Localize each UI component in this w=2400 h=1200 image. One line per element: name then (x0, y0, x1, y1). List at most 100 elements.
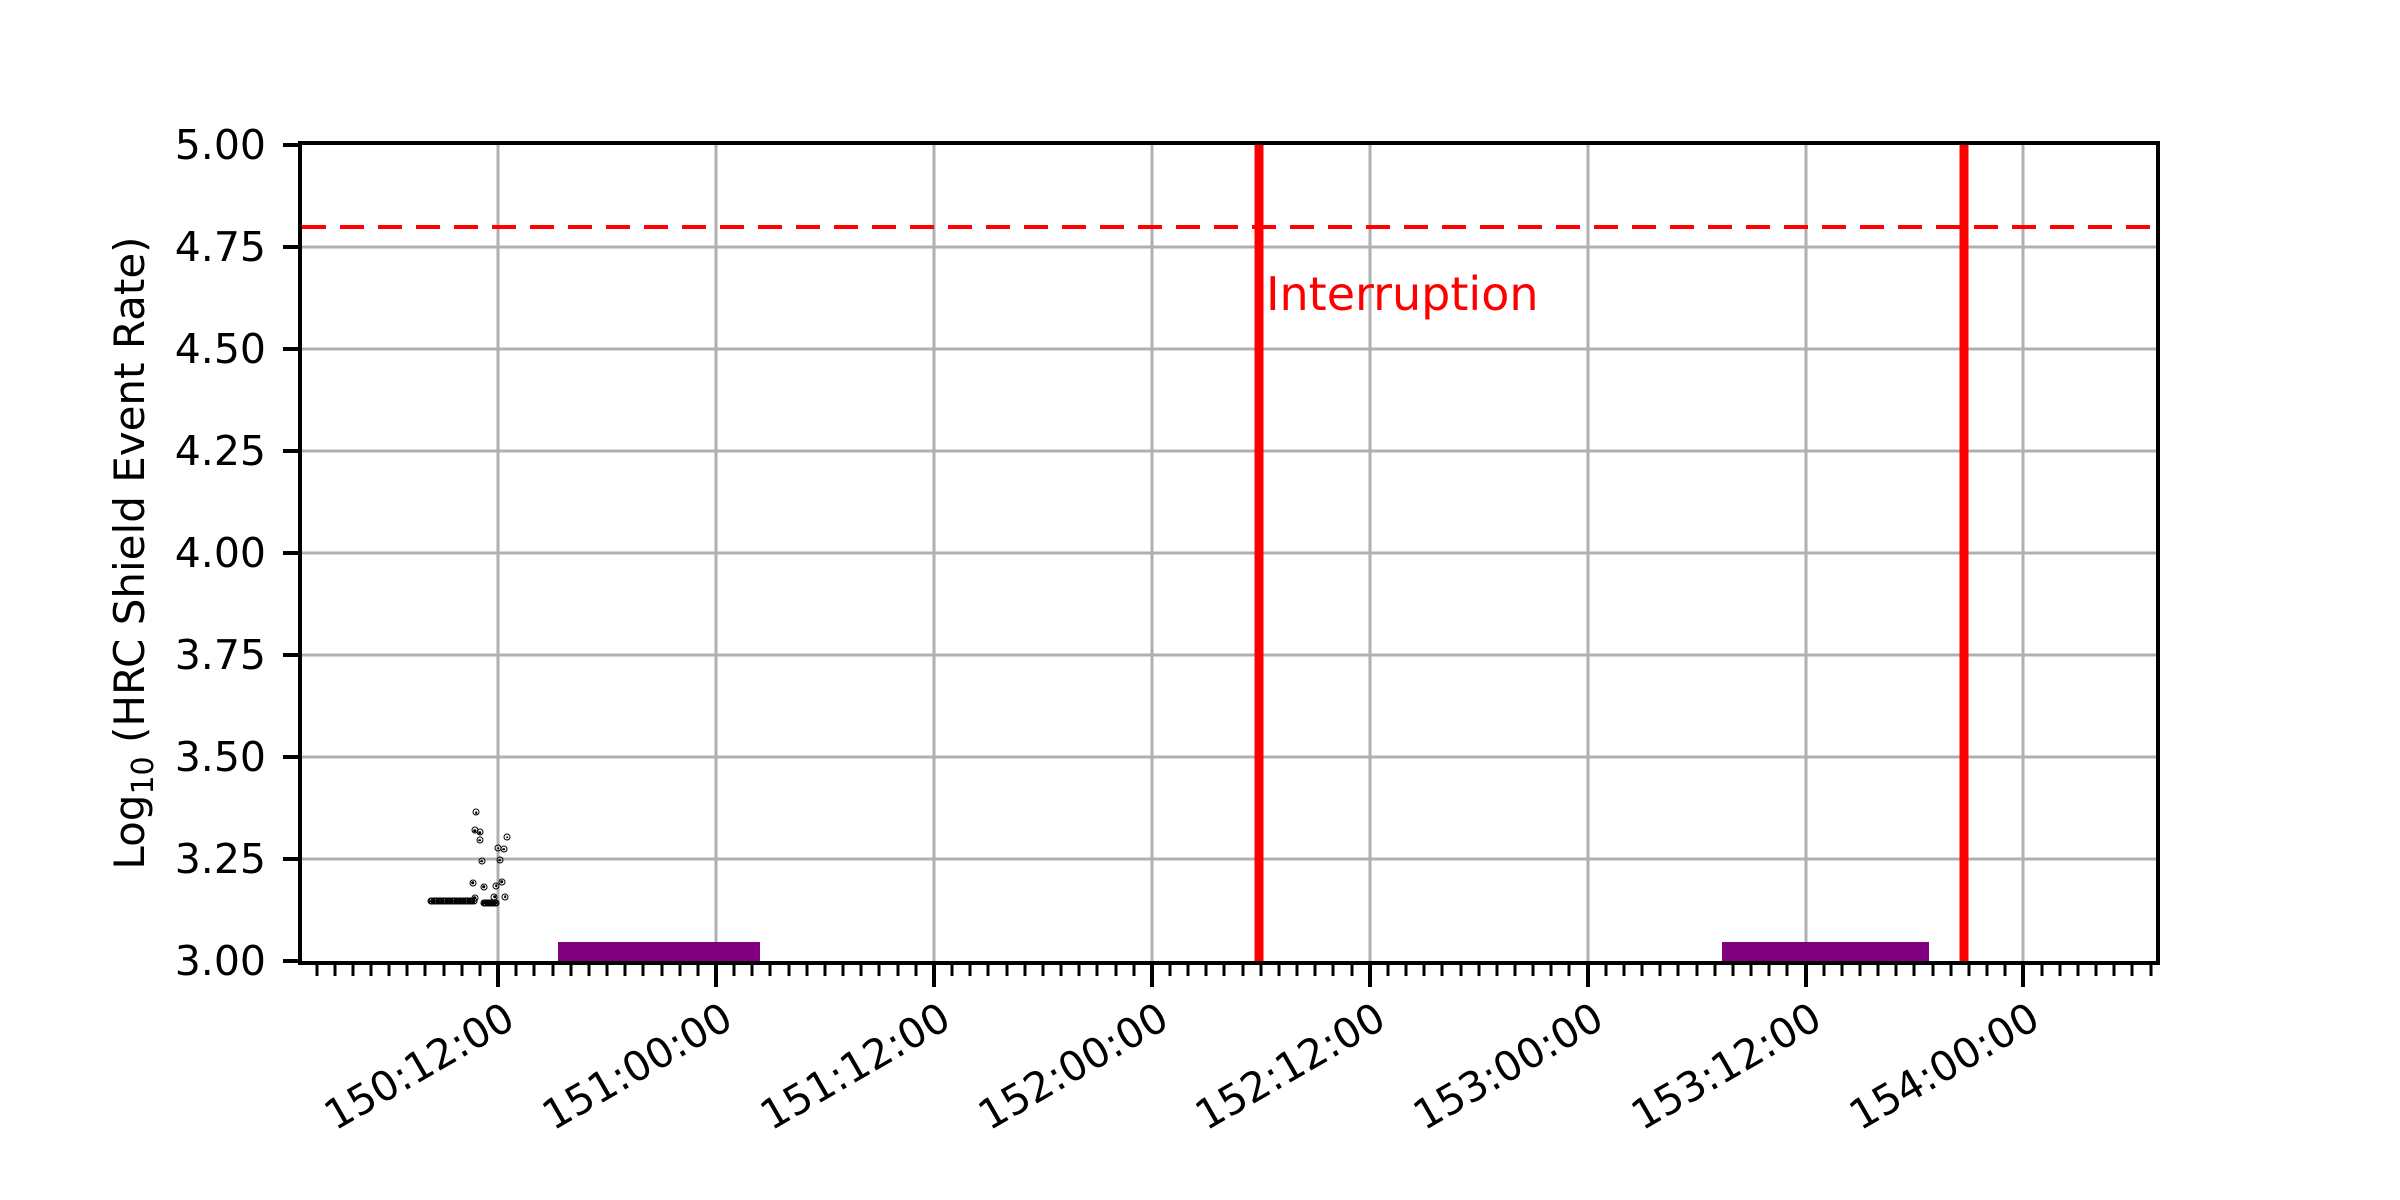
x-minor-tick (750, 965, 754, 976)
x-minor-tick (768, 965, 772, 976)
y-axis-title-subscript: 10 (126, 756, 162, 795)
scatter-point (492, 899, 500, 907)
plot-inner: 5.00 4.75 4.50 4.25 4.00 3.75 3.50 3.25 3.00 150:… (175, 121, 2156, 1140)
x-minor-tick (478, 965, 482, 976)
x-gridline (2021, 145, 2025, 961)
x-minor-tick (1604, 965, 1608, 976)
x-minor-tick (1350, 965, 1354, 976)
x-minor-tick (405, 965, 409, 976)
y-tick-label: 4.25 (174, 427, 266, 475)
x-major-tick (1149, 965, 1154, 987)
x-minor-tick (1023, 965, 1027, 976)
x-minor-tick (1313, 965, 1317, 976)
x-major-tick (2021, 965, 2026, 987)
x-minor-tick (1658, 965, 1662, 976)
x-major-tick (1803, 965, 1808, 987)
x-minor-tick (2003, 965, 2007, 976)
x-minor-tick (2112, 965, 2116, 976)
x-minor-tick (1549, 965, 1553, 976)
scatter-point (478, 857, 486, 865)
x-minor-tick (369, 965, 373, 976)
x-tick-label-text: 153:12:00 (1623, 993, 1830, 1140)
x-gridline (1586, 145, 1590, 961)
x-tick-label-text: 152:12:00 (1187, 993, 1394, 1140)
x-minor-tick (678, 965, 682, 976)
x-major-tick (1585, 965, 1590, 987)
x-tick-label-text: 153:00:00 (1405, 993, 1612, 1140)
x-minor-tick (1459, 965, 1463, 976)
x-minor-tick (1894, 965, 1898, 976)
y-tick-label: 4.00 (174, 529, 266, 577)
x-minor-tick (1931, 965, 1935, 976)
interval-bar (558, 941, 760, 961)
y-tick-label: 5.00 (174, 121, 266, 169)
x-minor-tick (1676, 965, 1680, 976)
x-gridline (932, 145, 936, 961)
y-major-tick (283, 653, 298, 657)
x-minor-tick (968, 965, 972, 976)
x-minor-tick (1477, 965, 1481, 976)
scatter-point (469, 879, 477, 887)
y-tick-label: 3.50 (174, 733, 266, 781)
x-minor-tick (1386, 965, 1390, 976)
x-minor-tick (660, 965, 664, 976)
x-tick-label-text: 154:00:00 (1841, 993, 2048, 1140)
x-gridline (1368, 145, 1372, 961)
x-minor-tick (1186, 965, 1190, 976)
x-minor-tick (1985, 965, 1989, 976)
y-gridline (302, 857, 2156, 861)
y-major-tick (283, 857, 298, 861)
x-minor-tick (1949, 965, 1953, 976)
x-minor-tick (2149, 965, 2153, 976)
scatter-point (471, 894, 478, 902)
y-tick-label: 3.75 (174, 631, 266, 679)
x-minor-tick (1785, 965, 1789, 976)
y-axis-title-rest: (HRC Shield Event Rate) (104, 236, 154, 757)
y-tick-label: 3.00 (174, 937, 266, 985)
x-minor-tick (551, 965, 555, 976)
x-minor-tick (696, 965, 700, 976)
y-axis-title-text: Log (104, 794, 154, 870)
interruption-annotation: Interruption (1265, 266, 1539, 321)
x-tick-label-text: 150:12:00 (316, 993, 523, 1140)
x-minor-tick (2058, 965, 2062, 976)
interval-bar (1722, 941, 1929, 961)
x-minor-tick (1622, 965, 1626, 976)
scatter-point (472, 808, 480, 816)
x-minor-tick (387, 965, 391, 976)
x-minor-tick (514, 965, 518, 976)
y-major-tick (283, 449, 298, 453)
y-major-tick (283, 347, 298, 351)
x-minor-tick (2076, 965, 2080, 976)
scatter-point (490, 893, 498, 901)
x-minor-tick (1731, 965, 1735, 976)
x-minor-tick (1767, 965, 1771, 976)
x-minor-tick (351, 965, 355, 976)
x-minor-tick (442, 965, 446, 976)
x-minor-tick (641, 965, 645, 976)
y-major-tick (283, 245, 298, 249)
x-major-tick (496, 965, 501, 987)
x-minor-tick (1531, 965, 1535, 976)
x-minor-tick (460, 965, 464, 976)
x-minor-tick (532, 965, 536, 976)
scatter-point (501, 893, 509, 901)
x-minor-tick (787, 965, 791, 976)
x-minor-tick (333, 965, 337, 976)
y-major-tick (283, 959, 298, 963)
x-major-tick (1367, 965, 1372, 987)
x-minor-tick (1132, 965, 1136, 976)
x-minor-tick (1840, 965, 1844, 976)
x-minor-tick (877, 965, 881, 976)
x-minor-tick (1241, 965, 1245, 976)
threshold-line (302, 224, 2156, 229)
x-minor-tick (1168, 965, 1172, 976)
x-minor-tick (1041, 965, 1045, 976)
scatter-point (498, 878, 506, 886)
y-gridline (302, 653, 2156, 657)
y-gridline (302, 755, 2156, 759)
x-minor-tick (1513, 965, 1517, 976)
x-minor-tick (1005, 965, 1009, 976)
x-minor-tick (805, 965, 809, 976)
x-minor-tick (1640, 965, 1644, 976)
